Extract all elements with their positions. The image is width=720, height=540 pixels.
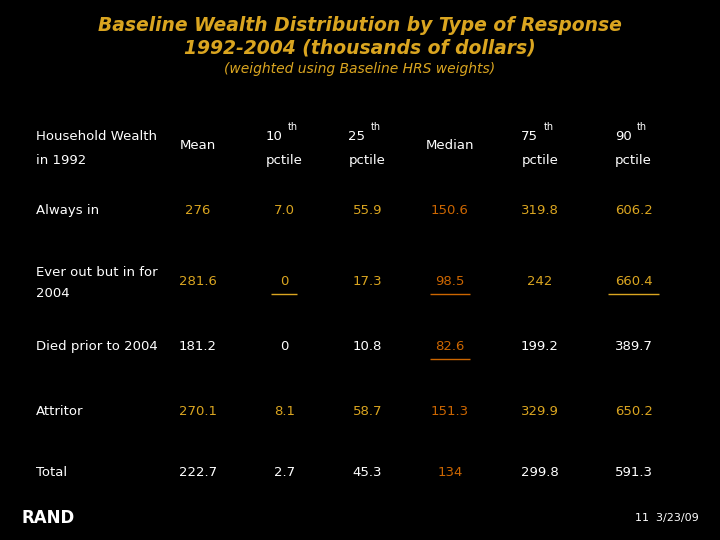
Text: pctile: pctile (348, 154, 386, 167)
Text: 281.6: 281.6 (179, 275, 217, 288)
Text: 150.6: 150.6 (431, 204, 469, 217)
Text: 82.6: 82.6 (436, 340, 464, 353)
Text: Attritor: Attritor (36, 405, 84, 418)
Text: 10: 10 (266, 130, 282, 143)
Text: 319.8: 319.8 (521, 204, 559, 217)
Text: 75: 75 (521, 130, 538, 143)
Text: Ever out but in for: Ever out but in for (36, 266, 158, 279)
Text: pctile: pctile (266, 154, 303, 167)
Text: 242: 242 (527, 275, 553, 288)
Text: 58.7: 58.7 (353, 405, 382, 418)
Text: Mean: Mean (180, 139, 216, 152)
Text: 0: 0 (280, 340, 289, 353)
Text: 329.9: 329.9 (521, 405, 559, 418)
Text: pctile: pctile (521, 154, 559, 167)
Text: 606.2: 606.2 (615, 204, 652, 217)
Text: Household Wealth: Household Wealth (36, 130, 157, 143)
Text: 650.2: 650.2 (615, 405, 652, 418)
Text: 55.9: 55.9 (353, 204, 382, 217)
Text: th: th (288, 122, 298, 132)
Text: 222.7: 222.7 (179, 466, 217, 479)
Text: 2004: 2004 (36, 287, 70, 300)
Text: 98.5: 98.5 (436, 275, 464, 288)
Text: 90: 90 (615, 130, 631, 143)
Text: 181.2: 181.2 (179, 340, 217, 353)
Text: 660.4: 660.4 (615, 275, 652, 288)
Text: 10.8: 10.8 (353, 340, 382, 353)
Text: 1992-2004 (thousands of dollars): 1992-2004 (thousands of dollars) (184, 39, 536, 58)
Text: 0: 0 (280, 275, 289, 288)
Text: th: th (637, 122, 647, 132)
Text: 270.1: 270.1 (179, 405, 217, 418)
Text: th: th (371, 122, 381, 132)
Text: 276: 276 (185, 204, 211, 217)
Text: Died prior to 2004: Died prior to 2004 (36, 340, 158, 353)
Text: (weighted using Baseline HRS weights): (weighted using Baseline HRS weights) (225, 62, 495, 76)
Text: 11  3/23/09: 11 3/23/09 (634, 514, 698, 523)
Text: Always in: Always in (36, 204, 99, 217)
Text: Baseline Wealth Distribution by Type of Response: Baseline Wealth Distribution by Type of … (98, 16, 622, 35)
Text: in 1992: in 1992 (36, 154, 86, 167)
Text: RAND: RAND (22, 509, 75, 528)
Text: 2.7: 2.7 (274, 466, 295, 479)
Text: th: th (544, 122, 554, 132)
Text: 8.1: 8.1 (274, 405, 295, 418)
Text: 7.0: 7.0 (274, 204, 295, 217)
Text: Median: Median (426, 139, 474, 152)
Text: 151.3: 151.3 (431, 405, 469, 418)
Text: 299.8: 299.8 (521, 466, 559, 479)
Text: 591.3: 591.3 (615, 466, 652, 479)
Text: pctile: pctile (615, 154, 652, 167)
Text: 45.3: 45.3 (353, 466, 382, 479)
Text: 134: 134 (437, 466, 463, 479)
Text: Total: Total (36, 466, 67, 479)
Text: 389.7: 389.7 (615, 340, 652, 353)
Text: 25: 25 (348, 130, 365, 143)
Text: 199.2: 199.2 (521, 340, 559, 353)
Text: 17.3: 17.3 (352, 275, 382, 288)
